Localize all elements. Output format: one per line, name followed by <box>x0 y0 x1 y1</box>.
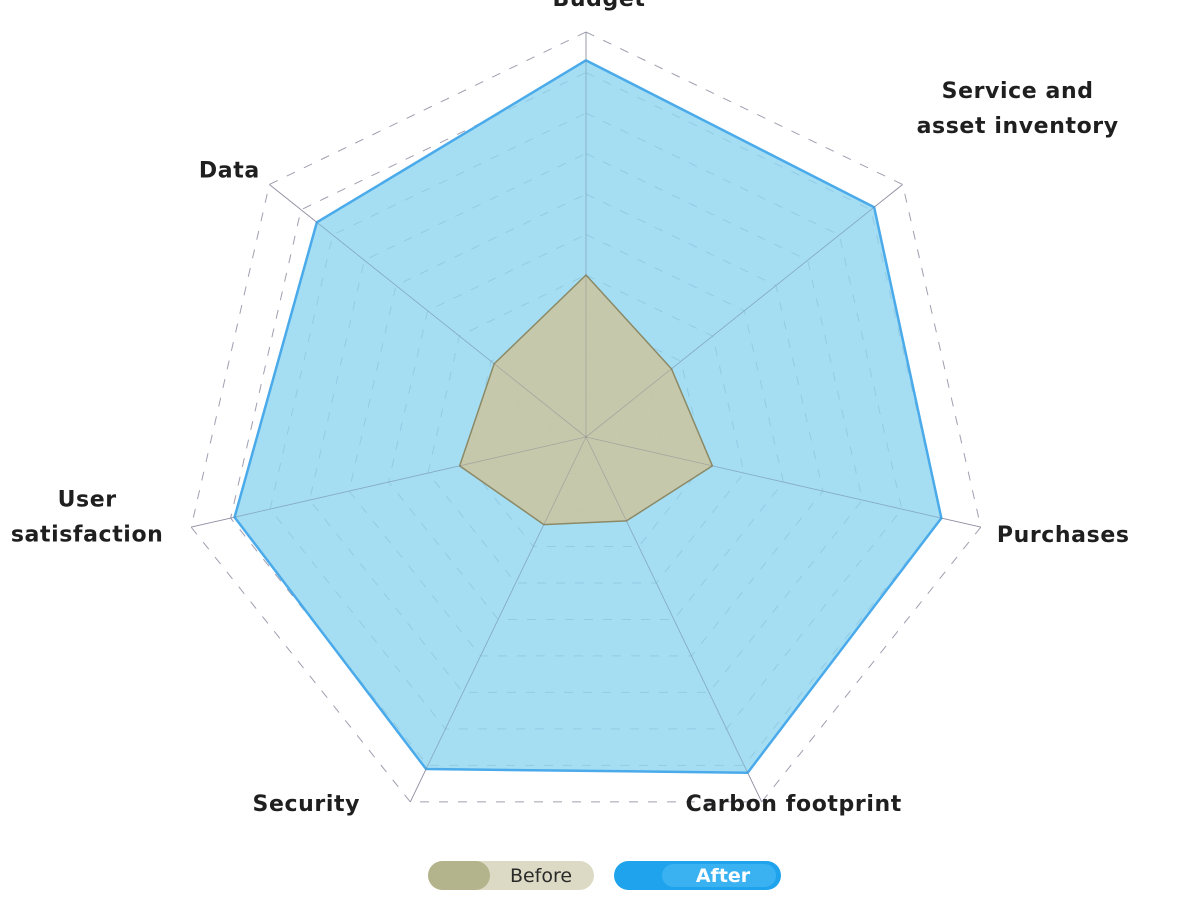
axis-label: Budget <box>553 0 646 12</box>
axis-label: Service and <box>942 79 1094 104</box>
axis-label: User <box>58 488 117 513</box>
axis-spoke-overlay <box>585 184 903 438</box>
axis-spoke-overlay <box>191 436 587 528</box>
radar-series <box>191 32 981 803</box>
legend-item-before[interactable]: Before <box>428 861 594 890</box>
axis-label: Data <box>199 158 260 183</box>
axis-spoke-overlay <box>585 436 763 803</box>
axis-label: Purchases <box>997 523 1130 548</box>
legend-after-label: After <box>696 865 751 887</box>
legend-before-swatch <box>428 861 490 890</box>
axis-label: Carbon footprint <box>686 792 902 817</box>
axis-label: satisfaction <box>11 523 164 548</box>
series-before-area <box>458 274 714 526</box>
legend-before-label: Before <box>510 865 572 887</box>
axis-spoke-overlay <box>585 436 981 528</box>
axis-label: asset inventory <box>917 114 1119 139</box>
axis-spoke-overlay <box>409 436 587 803</box>
axis-labels: Budget Service and asset inventory Purchase… <box>11 0 1130 817</box>
legend: Before After <box>428 861 781 890</box>
axis-spoke-overlay <box>269 184 587 438</box>
legend-item-after[interactable]: After <box>614 861 781 890</box>
axis-label: Security <box>253 792 361 817</box>
legend-after-pill-inner <box>662 864 776 887</box>
